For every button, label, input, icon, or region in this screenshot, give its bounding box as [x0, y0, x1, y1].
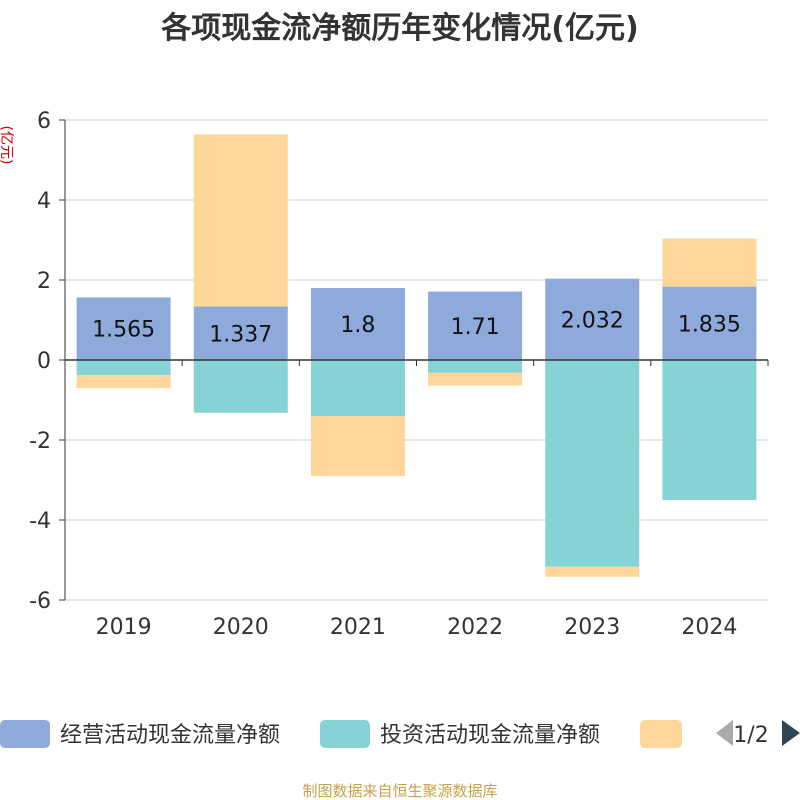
data-label-2023: 2.032	[561, 308, 624, 333]
x-tick-label: 2024	[681, 615, 737, 640]
chart-title: 各项现金流净额历年变化情况(亿元)	[160, 11, 638, 46]
data-label-2021: 1.8	[340, 313, 375, 338]
x-tick-label: 2023	[564, 615, 620, 640]
y-tick-label: 6	[37, 109, 51, 134]
bar-series-0-2022[interactable]	[428, 291, 523, 360]
bar-series-1-2022[interactable]	[428, 360, 523, 373]
x-tick-label: 2022	[447, 615, 503, 640]
x-tick-label: 2020	[213, 615, 269, 640]
bar-series-2-2020[interactable]	[193, 134, 288, 307]
data-label-2022: 1.71	[451, 315, 500, 340]
bar-series-0-2021[interactable]	[310, 288, 405, 360]
bar-series-1-2023[interactable]	[545, 360, 640, 567]
data-label-2019: 1.565	[92, 318, 155, 343]
bars	[76, 134, 757, 577]
bar-series-2-2024[interactable]	[662, 238, 757, 287]
bar-series-2-2021[interactable]	[310, 416, 405, 476]
data-label-2024: 1.835	[678, 312, 741, 337]
legend-prev-page-icon[interactable]	[716, 720, 733, 746]
legend-page-indicator: 1/2	[733, 723, 768, 748]
legend-swatch-investing[interactable]	[320, 720, 370, 748]
legend: 经营活动现金流量净额 投资活动现金流量净额 1/2	[0, 720, 800, 748]
bar-series-0-2023[interactable]	[545, 278, 640, 360]
y-tick-label: -4	[29, 509, 51, 534]
bar-series-1-2020[interactable]	[193, 360, 288, 413]
y-tick-label: 2	[37, 269, 51, 294]
y-axis: 6 4 2 0 -2 -4 -6	[29, 109, 66, 614]
bar-series-1-2021[interactable]	[310, 360, 405, 416]
grid-lines	[65, 119, 768, 601]
legend-next-page-icon[interactable]	[782, 720, 800, 746]
data-label-2020: 1.337	[209, 322, 272, 347]
data-source: 制图数据来自恒生聚源数据库	[302, 782, 497, 800]
y-tick-label: 0	[37, 349, 51, 374]
legend-label-operating[interactable]: 经营活动现金流量净额	[60, 723, 280, 748]
data-labels: 1.565 1.337 1.8 1.71 2.032 1.835	[92, 308, 741, 347]
y-tick-label: 4	[37, 189, 51, 214]
y-tick-label: -2	[29, 429, 51, 454]
bar-series-1-2019[interactable]	[76, 360, 171, 376]
legend-swatch-operating[interactable]	[0, 720, 50, 748]
bar-series-0-2020[interactable]	[193, 306, 288, 360]
y-axis-unit: (亿元)	[0, 126, 14, 165]
x-axis: 2019 2020 2021 2022 2023 2024	[64, 359, 769, 640]
x-tick-label: 2021	[330, 615, 386, 640]
bar-series-0-2019[interactable]	[76, 297, 171, 360]
legend-swatch-financing[interactable]	[640, 720, 682, 748]
y-tick-label: -6	[29, 589, 51, 614]
x-tick-label: 2019	[96, 615, 152, 640]
bar-series-2-2019[interactable]	[76, 375, 171, 388]
bar-series-0-2024[interactable]	[662, 286, 757, 360]
legend-label-investing[interactable]: 投资活动现金流量净额	[380, 723, 600, 748]
bar-series-1-2024[interactable]	[662, 360, 757, 500]
bar-series-2-2022[interactable]	[428, 372, 523, 386]
bar-series-2-2023[interactable]	[545, 566, 640, 577]
